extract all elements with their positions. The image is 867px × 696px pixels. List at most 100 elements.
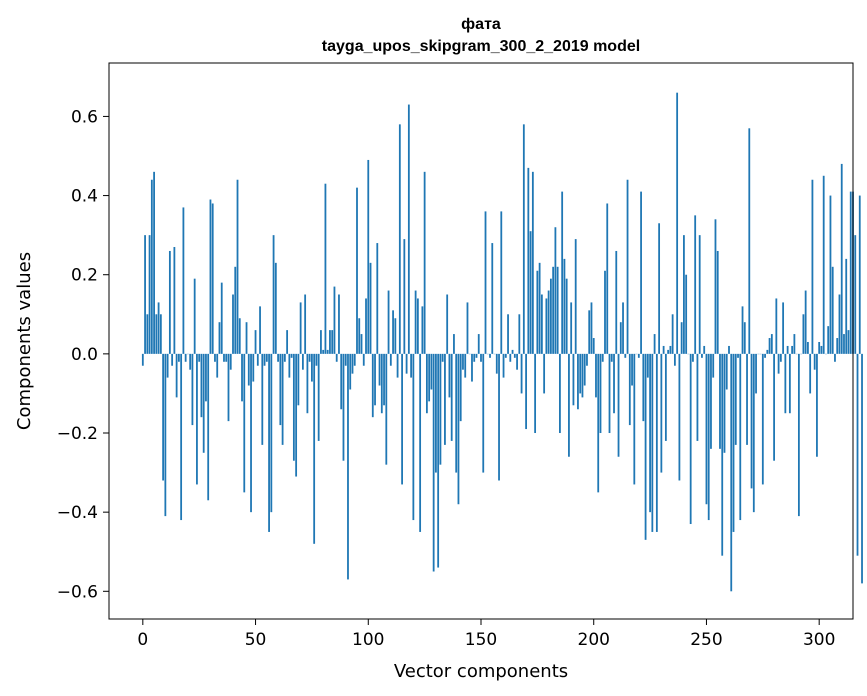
bar-210 bbox=[615, 250, 618, 354]
bar-3 bbox=[148, 235, 151, 354]
bar-261 bbox=[730, 353, 733, 592]
bar-214 bbox=[624, 353, 627, 358]
bar-221 bbox=[640, 191, 642, 354]
y-tick-label: 0.6 bbox=[71, 107, 98, 127]
bar-197 bbox=[586, 353, 588, 366]
bar-123 bbox=[419, 353, 422, 532]
bar-30 bbox=[209, 199, 212, 354]
bar-134 bbox=[444, 353, 446, 445]
bar-216 bbox=[628, 353, 631, 426]
y-axis-ticks: −0.6 −0.4 −0.2 0.0 0.2 0.4 0.6 bbox=[57, 107, 109, 602]
bar-92 bbox=[349, 353, 352, 390]
bar-143 bbox=[464, 353, 467, 378]
bar-133 bbox=[441, 353, 444, 362]
bar-211 bbox=[617, 353, 620, 457]
x-axis-label: Vector components bbox=[394, 661, 568, 682]
bar-254 bbox=[714, 219, 717, 354]
bar-284 bbox=[782, 302, 785, 354]
bar-130 bbox=[435, 353, 437, 473]
bar-54 bbox=[263, 353, 266, 366]
bar-67 bbox=[292, 353, 295, 461]
bar-236 bbox=[673, 353, 676, 366]
bar-110 bbox=[389, 353, 392, 366]
bar-272 bbox=[755, 353, 757, 394]
x-axis-ticks: 0 50 100 150 200 250 300 bbox=[137, 619, 835, 650]
bar-142 bbox=[462, 353, 464, 370]
bar-87 bbox=[338, 294, 340, 354]
x-tick-label: 150 bbox=[465, 630, 497, 650]
bar-151 bbox=[482, 353, 485, 473]
bar-71 bbox=[301, 353, 304, 370]
bar-301 bbox=[820, 345, 823, 354]
y-axis-label: Components values bbox=[14, 252, 35, 430]
bar-282 bbox=[777, 353, 780, 374]
bar-12 bbox=[168, 250, 171, 354]
bar-101 bbox=[369, 262, 372, 354]
x-tick-label: 300 bbox=[803, 630, 835, 650]
bar-316 bbox=[854, 235, 857, 354]
bar-294 bbox=[804, 290, 807, 354]
bar-109 bbox=[387, 290, 390, 354]
bar-206 bbox=[606, 203, 609, 354]
bar-162 bbox=[507, 314, 509, 354]
bar-56 bbox=[268, 353, 270, 532]
bar-44 bbox=[241, 353, 243, 402]
bar-173 bbox=[531, 171, 534, 354]
bar-51 bbox=[256, 353, 259, 366]
bar-138 bbox=[453, 334, 455, 354]
bar-251 bbox=[707, 353, 710, 521]
bar-102 bbox=[371, 353, 374, 418]
bar-1 bbox=[144, 235, 146, 354]
bar-148 bbox=[475, 353, 478, 358]
bar-78 bbox=[317, 353, 320, 441]
bar-314 bbox=[849, 191, 852, 354]
y-tick-label: −0.2 bbox=[57, 424, 98, 444]
bar-2 bbox=[146, 314, 149, 354]
bar-22 bbox=[191, 353, 194, 426]
y-tick-label: 0.0 bbox=[71, 345, 98, 365]
bar-225 bbox=[649, 353, 651, 513]
bar-86 bbox=[335, 353, 338, 362]
bar-41 bbox=[234, 266, 237, 354]
bar-285 bbox=[784, 353, 787, 414]
bar-247 bbox=[698, 235, 701, 354]
bar-184 bbox=[556, 266, 559, 354]
bar-9 bbox=[162, 353, 165, 481]
bar-74 bbox=[308, 353, 311, 362]
bar-256 bbox=[719, 353, 721, 449]
bar-248 bbox=[701, 353, 703, 358]
bar-222 bbox=[642, 353, 645, 422]
bar-189 bbox=[568, 353, 570, 457]
bar-243 bbox=[689, 353, 692, 525]
bar-85 bbox=[333, 286, 336, 354]
bar-185 bbox=[559, 353, 561, 434]
bar-13 bbox=[171, 353, 174, 366]
bar-127 bbox=[428, 353, 431, 402]
bar-4 bbox=[150, 179, 153, 354]
bar-121 bbox=[414, 290, 417, 354]
bar-125 bbox=[423, 171, 426, 354]
bar-245 bbox=[694, 215, 697, 354]
bar-217 bbox=[631, 353, 633, 386]
bar-172 bbox=[529, 231, 532, 354]
bar-169 bbox=[522, 124, 525, 354]
y-tick-label: −0.4 bbox=[57, 503, 98, 523]
bar-70 bbox=[299, 302, 302, 354]
bar-270 bbox=[750, 353, 753, 489]
bar-88 bbox=[340, 353, 343, 410]
bar-287 bbox=[788, 353, 791, 414]
chart-title-line1: фата bbox=[461, 16, 501, 33]
bar-154 bbox=[489, 353, 491, 358]
bar-195 bbox=[581, 353, 584, 398]
bar-239 bbox=[680, 322, 683, 354]
bar-122 bbox=[416, 298, 419, 354]
bar-212 bbox=[619, 322, 622, 354]
bar-19 bbox=[184, 353, 187, 362]
bar-171 bbox=[527, 167, 530, 354]
bar-124 bbox=[421, 306, 424, 354]
bar-98 bbox=[362, 353, 365, 366]
bar-137 bbox=[450, 353, 453, 441]
bar-190 bbox=[570, 302, 573, 354]
bar-72 bbox=[304, 294, 307, 354]
